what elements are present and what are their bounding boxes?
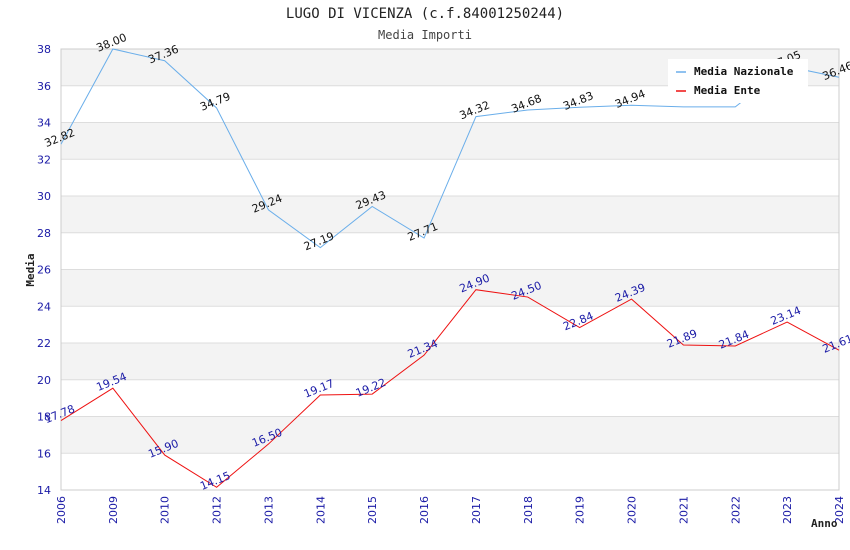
- plot-frame: [60, 48, 840, 491]
- y-tick-label: 14: [37, 484, 51, 497]
- x-tick-label: 2015: [366, 496, 379, 524]
- legend-label-nazionale: Media Nazionale: [694, 65, 794, 78]
- x-tick-label: 2014: [314, 496, 327, 524]
- y-tick-label: 34: [37, 117, 51, 130]
- x-tick-label: 2021: [677, 496, 690, 524]
- x-tick-label: 2017: [470, 496, 483, 524]
- x-tick-label: 2010: [159, 496, 172, 524]
- series-line-ente: [60, 289, 840, 488]
- y-tick-label: 16: [37, 447, 51, 460]
- x-tick-label: 2013: [262, 496, 275, 524]
- x-tick-label: 2023: [781, 496, 794, 524]
- legend-box: [668, 59, 808, 103]
- x-axis-ticks: 2006 2009 2010 2012 2013 2014 2015 2016 2017 2018…: [55, 496, 846, 524]
- y-tick-label: 24: [37, 300, 51, 313]
- x-tick-label: 2006: [55, 496, 68, 524]
- grid-band: [61, 196, 839, 233]
- x-tick-label: 2018: [522, 496, 535, 524]
- chart-title: LUGO DI VICENZA (c.f.84001250244): [286, 6, 564, 22]
- x-tick-label: 2019: [574, 496, 587, 524]
- x-axis-label: Anno: [811, 517, 838, 530]
- grid-band: [61, 122, 839, 160]
- grid-band: [61, 379, 839, 417]
- y-tick-label: 38: [37, 43, 51, 56]
- y-axis-ticks: 14 16 18 20 22 24 26 28 30 32 34 36 38: [37, 43, 51, 497]
- grid-band: [61, 306, 839, 343]
- series-line-nazionale: [60, 48, 840, 249]
- chart-subtitle: Media Importi: [378, 28, 472, 42]
- grid-band: [61, 416, 839, 454]
- grid-band: [61, 343, 839, 380]
- y-tick-label: 18: [37, 411, 51, 424]
- x-tick-label: 2024: [833, 496, 846, 524]
- y-tick-label: 28: [37, 227, 51, 240]
- legend-label-ente: Media Ente: [694, 84, 761, 97]
- y-tick-label: 22: [37, 337, 51, 350]
- grid-band: [61, 453, 839, 490]
- legend: Media Nazionale Media Ente: [668, 59, 808, 103]
- y-tick-label: 32: [37, 153, 51, 166]
- x-tick-label: 2016: [418, 496, 431, 524]
- x-tick-label: 2022: [729, 496, 742, 524]
- y-axis-label: Media: [24, 253, 37, 286]
- y-tick-label: 36: [37, 80, 51, 93]
- x-tick-label: 2020: [626, 496, 639, 524]
- y-tick-label: 26: [37, 264, 51, 277]
- y-tick-label: 30: [37, 190, 51, 203]
- grid-bands: [61, 49, 839, 490]
- x-tick-label: 2009: [107, 496, 120, 524]
- y-tick-label: 20: [37, 374, 51, 387]
- grid-lines: [60, 48, 840, 491]
- grid-band: [61, 232, 839, 270]
- grid-band: [61, 269, 839, 307]
- x-tick-label: 2012: [211, 496, 224, 524]
